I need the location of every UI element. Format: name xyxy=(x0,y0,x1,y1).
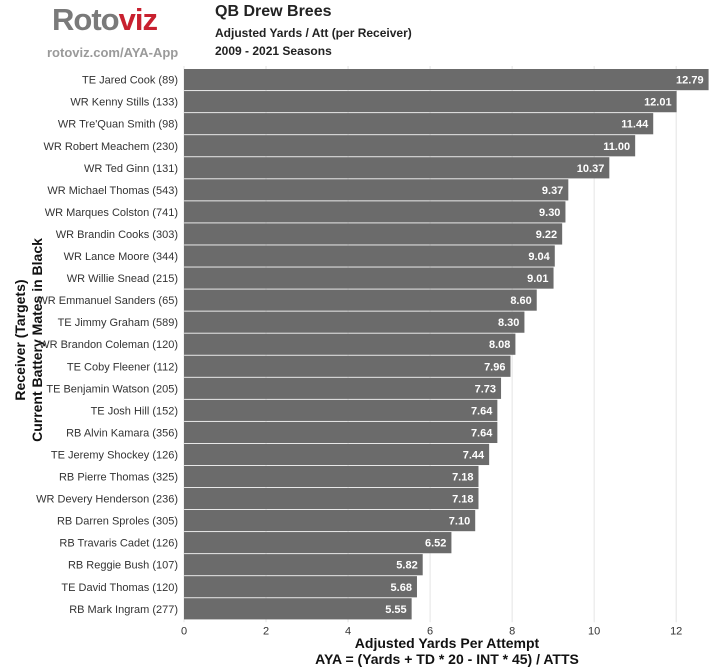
category-label: TE Jeremy Shockey (126) xyxy=(51,449,178,461)
x-axis-label: Adjusted Yards Per Attempt AYA = (Yards … xyxy=(315,635,579,667)
bar xyxy=(184,113,654,135)
bar-value-label: 8.30 xyxy=(498,317,519,329)
bar-value-label: 9.37 xyxy=(542,185,563,197)
bar-value-label: 9.01 xyxy=(527,273,548,285)
bar xyxy=(184,69,709,91)
bar xyxy=(184,267,554,289)
bar-value-label: 7.96 xyxy=(484,361,505,373)
bar-value-label: 7.73 xyxy=(475,383,496,395)
bar-value-label: 8.08 xyxy=(489,339,510,351)
x-tick-label: 12 xyxy=(670,625,682,637)
bar xyxy=(184,355,511,377)
logo-text-viz: viz xyxy=(118,2,158,37)
bar xyxy=(184,289,537,311)
category-label: RB Travaris Cadet (126) xyxy=(59,538,178,550)
category-label: RB Alvin Kamara (356) xyxy=(66,427,178,439)
x-axis-label-line2: AYA = (Yards + TD * 20 - INT * 45) / ATT… xyxy=(315,651,579,667)
bar xyxy=(184,91,677,113)
logo-url: rotoviz.com/AYA-App xyxy=(47,45,179,60)
bar-value-label: 5.68 xyxy=(391,582,412,594)
category-label: WR Lance Moore (344) xyxy=(64,251,178,263)
category-label: RB Pierre Thomas (325) xyxy=(59,472,178,484)
logo-text-roto: Roto xyxy=(52,2,120,37)
category-label: WR Ted Ginn (131) xyxy=(84,163,178,175)
bar-value-label: 9.22 xyxy=(536,229,557,241)
bar xyxy=(184,421,498,443)
category-label: WR Tre'Quan Smith (98) xyxy=(58,119,178,131)
bar-value-label: 11.44 xyxy=(621,119,649,131)
bar-value-label: 6.52 xyxy=(425,538,446,550)
bar-value-label: 8.60 xyxy=(510,295,531,307)
bar xyxy=(184,510,476,532)
chart-seasons: 2009 - 2021 Seasons xyxy=(215,44,332,58)
category-label: WR Willie Snead (215) xyxy=(67,273,178,285)
category-label: WR Brandon Coleman (120) xyxy=(39,339,178,351)
bar xyxy=(184,532,452,554)
x-axis-label-line1: Adjusted Yards Per Attempt xyxy=(354,635,540,651)
category-label: WR Emmanuel Sanders (65) xyxy=(37,295,178,307)
category-label: WR Devery Henderson (236) xyxy=(36,494,178,506)
category-label: TE Josh Hill (152) xyxy=(91,405,178,417)
bar-value-label: 12.79 xyxy=(676,75,704,87)
category-label: WR Kenny Stills (133) xyxy=(70,97,178,109)
bar xyxy=(184,311,525,333)
bar xyxy=(184,576,417,598)
bar xyxy=(184,377,502,399)
category-label: RB Mark Ingram (277) xyxy=(69,604,178,616)
x-tick-label: 2 xyxy=(263,625,269,637)
bars-group: 12.79 12.01 11.44 11.00 10.37 9.37 9.30 9.22 9.0… xyxy=(184,69,709,620)
bar xyxy=(184,487,479,510)
bar-value-label: 7.18 xyxy=(452,494,473,506)
bar xyxy=(184,179,569,201)
bar xyxy=(184,554,423,576)
category-label: RB Reggie Bush (107) xyxy=(68,560,178,572)
x-tick-label: 8 xyxy=(509,625,515,637)
bar xyxy=(184,333,516,355)
bar-value-label: 10.37 xyxy=(577,163,605,175)
bar xyxy=(184,135,636,157)
category-label: RB Darren Sproles (305) xyxy=(57,516,178,528)
category-label: WR Robert Meachem (230) xyxy=(44,141,179,153)
bar-value-label: 7.64 xyxy=(471,427,493,439)
bar xyxy=(184,245,555,267)
chart-subtitle: Adjusted Yards / Att (per Receiver) xyxy=(215,26,412,40)
bar-value-label: 7.10 xyxy=(449,516,470,528)
bar-value-label: 7.64 xyxy=(471,405,493,417)
category-label: TE Coby Fleener (112) xyxy=(67,361,178,373)
category-label: TE Benjamin Watson (205) xyxy=(46,383,178,395)
bar xyxy=(184,157,610,179)
category-label: TE Jimmy Graham (589) xyxy=(58,317,178,329)
category-label: WR Brandin Cooks (303) xyxy=(56,229,178,241)
x-tick-label: 6 xyxy=(427,625,433,637)
bar-value-label: 7.18 xyxy=(452,472,473,484)
category-label: WR Michael Thomas (543) xyxy=(47,185,178,197)
x-tick-label: 0 xyxy=(181,625,187,637)
chart-title: QB Drew Brees xyxy=(215,3,332,20)
category-label: WR Marques Colston (741) xyxy=(45,207,178,219)
x-tick-label: 10 xyxy=(588,625,600,637)
bar xyxy=(184,223,563,245)
bar-value-label: 5.55 xyxy=(385,604,406,616)
category-label: TE David Thomas (120) xyxy=(61,582,178,594)
bar-value-label: 9.04 xyxy=(528,251,550,263)
bar xyxy=(184,443,490,466)
bar xyxy=(184,465,479,488)
bar-value-label: 12.01 xyxy=(644,97,672,109)
bar-value-label: 9.30 xyxy=(539,207,560,219)
category-labels: TE Jared Cook (89) WR Kenny Stills (133) W… xyxy=(36,75,178,616)
rotoviz-logo: Rotoviz xyxy=(52,2,158,38)
category-label: TE Jared Cook (89) xyxy=(82,75,178,87)
bar xyxy=(184,201,566,223)
bar xyxy=(184,399,498,421)
bar-value-label: 11.00 xyxy=(603,141,630,153)
x-tick-label: 4 xyxy=(345,625,351,637)
bar-value-label: 7.44 xyxy=(463,449,485,461)
x-tick-labels: 0 2 4 6 8 10 12 xyxy=(181,625,682,637)
bar xyxy=(184,598,412,620)
bar-value-label: 5.82 xyxy=(396,560,417,572)
